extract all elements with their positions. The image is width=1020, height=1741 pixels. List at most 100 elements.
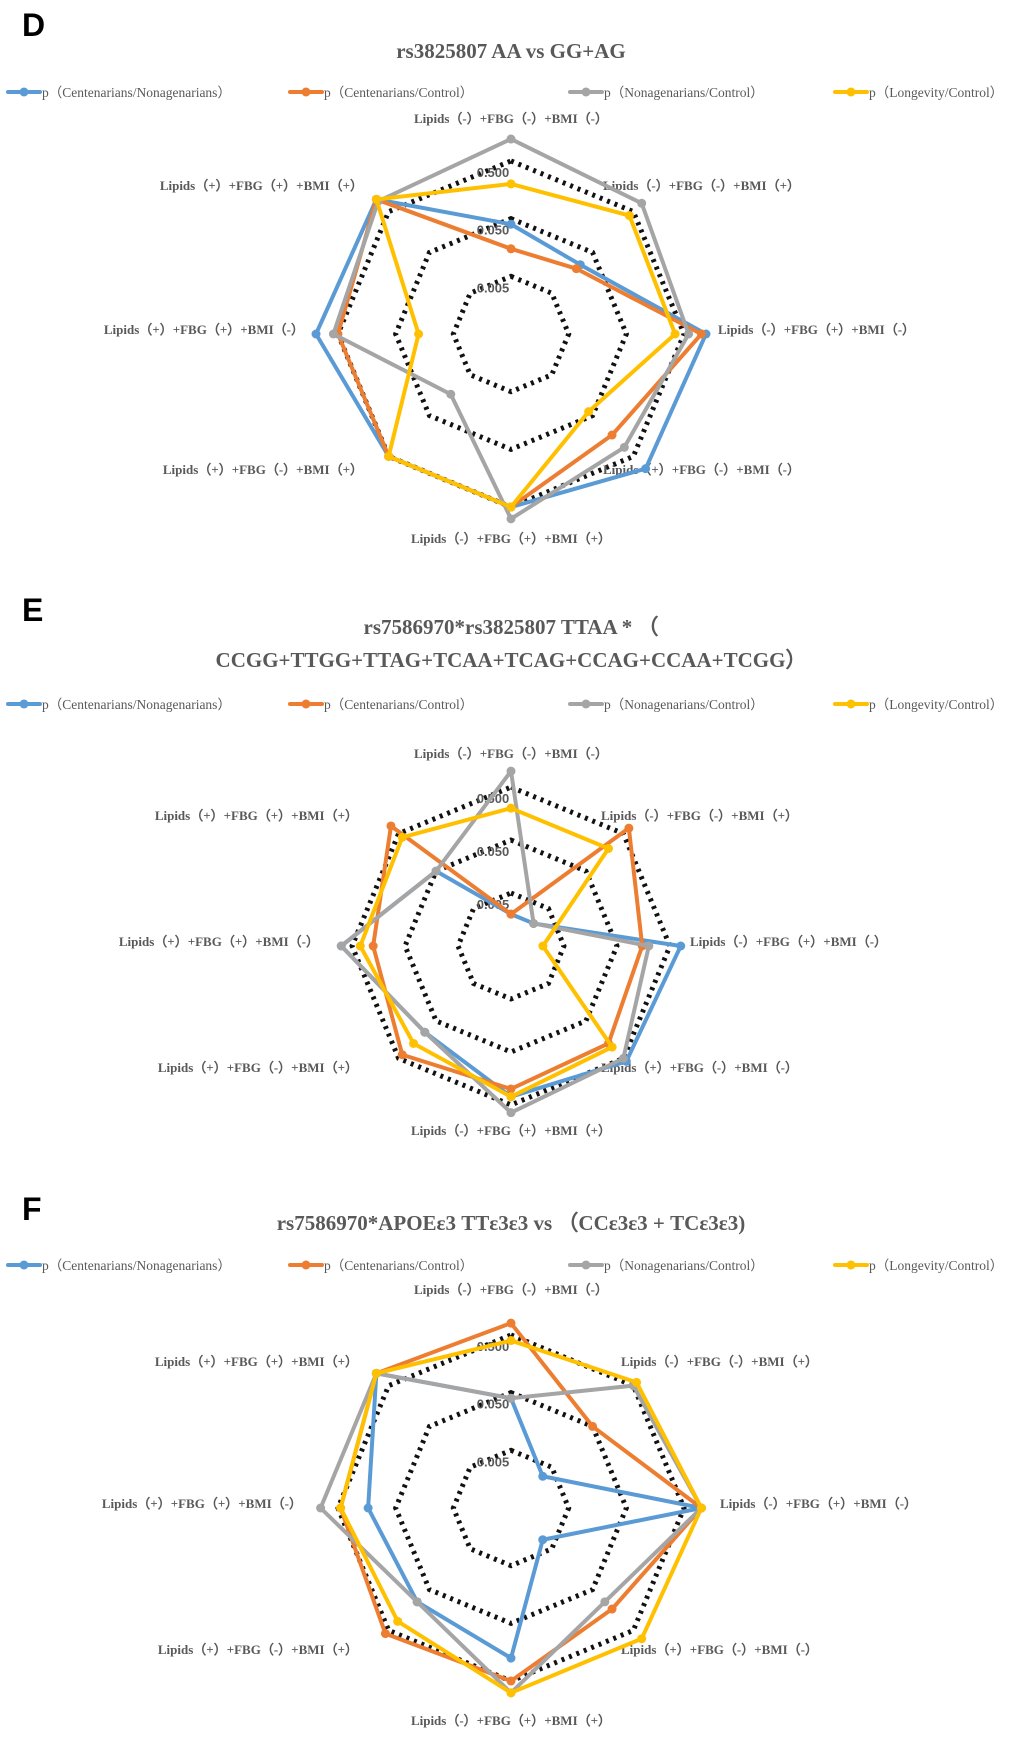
- series-point: [506, 909, 516, 919]
- legend-entry: p（Nonagenarians/Control）: [604, 697, 764, 712]
- series-point: [386, 821, 396, 831]
- legend-entry: p（Nonagenarians/Control）: [604, 85, 764, 100]
- legend-swatch-marker: [581, 87, 591, 97]
- series-point: [431, 866, 441, 876]
- legend-swatch-marker: [846, 1260, 856, 1270]
- axis-label: Lipids（-）+FBG（-）+BMI（-）: [414, 111, 608, 126]
- series-point: [607, 430, 617, 440]
- series-point: [538, 1535, 548, 1545]
- series-point: [619, 442, 629, 452]
- series-point: [414, 329, 424, 339]
- series-point: [637, 198, 647, 208]
- grid-ring: [392, 1389, 630, 1627]
- series-point: [684, 329, 694, 339]
- series-point: [506, 1108, 516, 1118]
- ring-tick-label: 0.005: [477, 1454, 510, 1469]
- ring-tick-label: 0.005: [477, 280, 510, 295]
- series-point: [328, 329, 338, 339]
- chart-title: rs3825807 AA vs GG+AG: [396, 39, 626, 63]
- series-point: [380, 1629, 390, 1639]
- legend-entry: p（Centenarians/Control）: [324, 697, 473, 712]
- series-point: [584, 407, 594, 417]
- series-point: [371, 194, 381, 204]
- series-point: [506, 514, 516, 524]
- series-line: [338, 1338, 704, 1695]
- axis-label: Lipids（-）+FBG（-）+BMI（+）: [601, 808, 798, 823]
- legend-entry: p（Centenarians/Control）: [324, 1258, 473, 1273]
- series-point: [393, 1616, 403, 1626]
- series-point: [506, 1676, 516, 1686]
- series-point: [506, 1688, 516, 1698]
- legend-entry: p（Longevity/Control）: [869, 85, 1003, 100]
- series-point: [506, 1393, 516, 1403]
- series-point: [632, 1377, 642, 1387]
- series-point: [618, 1053, 628, 1063]
- series-point: [529, 918, 539, 928]
- axis-label: Lipids（-）+FBG（-）+BMI（-）: [414, 1282, 608, 1297]
- series-point: [588, 1421, 598, 1431]
- axis-label: Lipids（-）+FBG（-）+BMI（-）: [414, 746, 608, 761]
- series-point: [336, 941, 346, 951]
- ring-tick-label: 0.050: [477, 223, 510, 238]
- series-point: [384, 451, 394, 461]
- panel-letter: F: [22, 1191, 42, 1227]
- axis-label: Lipids（+）+FBG（+）+BMI（+）: [155, 1354, 358, 1369]
- panel-letter: D: [22, 7, 45, 43]
- legend-entry: p（Centenarians/Nonagenarians）: [42, 85, 231, 100]
- axis-label: Lipids（+）+FBG（+）+BMI（-）: [102, 1496, 302, 1511]
- series-point: [607, 1042, 617, 1052]
- series-point: [506, 179, 516, 189]
- legend-swatch-marker: [581, 1260, 591, 1270]
- axis-label: Lipids（+）+FBG（-）+BMI（+）: [158, 1060, 358, 1075]
- ring-tick-label: 0.500: [477, 165, 510, 180]
- series-point: [446, 389, 456, 399]
- legend-entry: p（Longevity/Control）: [869, 1258, 1003, 1273]
- axis-label: Lipids（+）+FBG（-）+BMI（-）: [601, 1060, 798, 1075]
- series-point: [506, 1092, 516, 1102]
- axis-label: Lipids（+）+FBG（-）+BMI（-）: [621, 1642, 818, 1657]
- series-point: [644, 941, 654, 951]
- panel-letter: E: [22, 592, 43, 628]
- legend-entry: p（Longevity/Control）: [869, 697, 1003, 712]
- series-point: [506, 219, 516, 229]
- series-point: [676, 941, 686, 951]
- grid-ring: [450, 1447, 572, 1569]
- series-point: [371, 1368, 381, 1378]
- legend-entry: p（Centenarians/Nonagenarians）: [42, 1258, 231, 1273]
- legend-swatch-marker: [846, 87, 856, 97]
- axis-label: Lipids（-）+FBG（+）+BMI（-）: [720, 1496, 917, 1511]
- series-point: [696, 1503, 706, 1513]
- legend-swatch-marker: [19, 699, 29, 709]
- series-point: [363, 1503, 373, 1513]
- legend-swatch-marker: [581, 699, 591, 709]
- axis-label: Lipids（-）+FBG（-）+BMI（+）: [603, 178, 800, 193]
- series-point: [571, 264, 581, 274]
- series-point: [624, 211, 634, 221]
- series-point: [538, 1471, 548, 1481]
- legend-swatch-marker: [19, 87, 29, 97]
- legend-swatch-marker: [301, 699, 311, 709]
- grid-ring: [392, 215, 630, 453]
- axis-label: Lipids（-）+FBG（+）+BMI（-）: [690, 934, 887, 949]
- axis-label: Lipids（+）+FBG（-）+BMI（+）: [158, 1642, 358, 1657]
- series-point: [316, 1503, 326, 1513]
- series-point: [311, 329, 321, 339]
- series-point: [420, 1027, 430, 1037]
- series-point: [506, 244, 516, 254]
- axis-label: Lipids（-）+FBG（+）+BMI（+）: [411, 1123, 611, 1138]
- series-point: [409, 1038, 419, 1048]
- chart-title: rs7586970*APOEε3 TTε3ε3 vs （CCε3ε3 + TCε…: [277, 1211, 746, 1235]
- axis-label: Lipids（+）+FBG（+）+BMI（+）: [155, 808, 358, 823]
- series-point: [506, 1084, 516, 1094]
- series-point: [412, 1597, 422, 1607]
- ring-tick-label: 0.050: [477, 1397, 510, 1412]
- legend-swatch-marker: [301, 87, 311, 97]
- series-point: [600, 1597, 610, 1607]
- chart-title: CCGG+TTGG+TTAG+TCAA+TCAG+CCAG+CCAA+TCGG）: [216, 648, 807, 672]
- series-point: [355, 941, 365, 951]
- legend-entry: p（Nonagenarians/Control）: [604, 1258, 764, 1273]
- legend-entry: p（Centenarians/Control）: [324, 85, 473, 100]
